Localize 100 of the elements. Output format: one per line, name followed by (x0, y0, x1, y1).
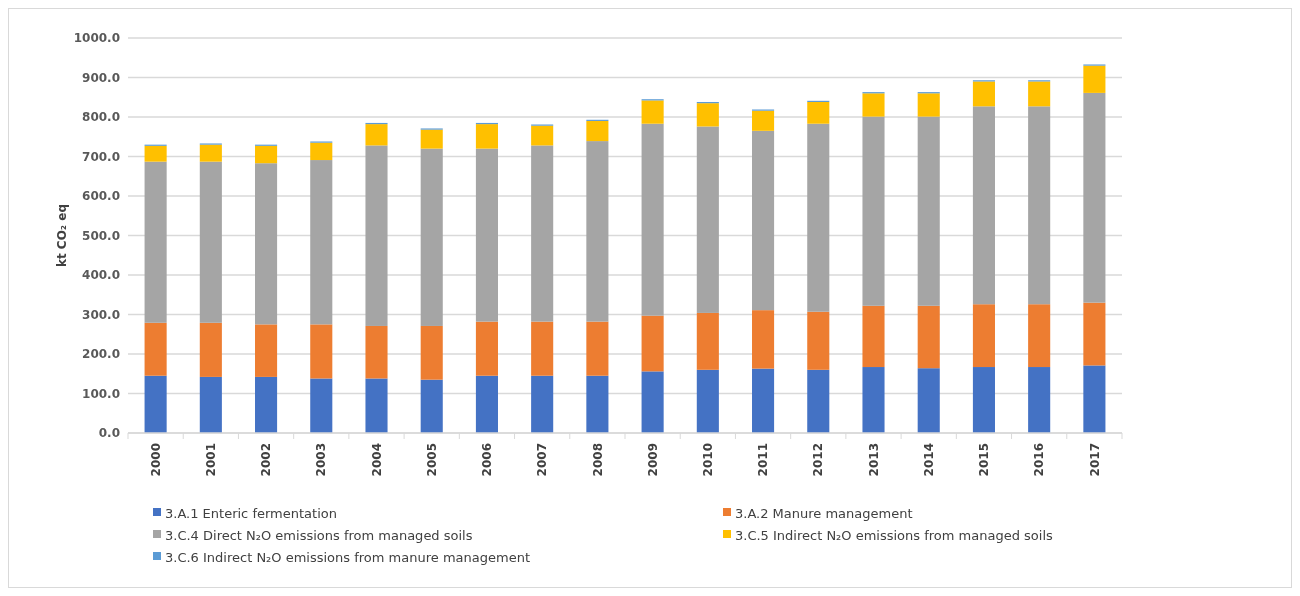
x-tick-label: 2002 (259, 443, 274, 477)
bar (696, 103, 719, 127)
bar (531, 145, 554, 322)
bar (475, 148, 498, 322)
bar (862, 367, 885, 433)
y-tick-label: 600.0 (82, 189, 120, 204)
bar (696, 369, 719, 433)
bar (752, 310, 775, 369)
bar (420, 129, 443, 149)
x-tick-label: 2012 (811, 443, 826, 477)
bar (199, 144, 222, 162)
bar (1083, 65, 1106, 93)
bar (1028, 106, 1051, 305)
x-tick-label: 2010 (701, 443, 716, 477)
bar (475, 375, 498, 433)
bar (365, 145, 388, 326)
bar (917, 116, 940, 306)
bar (641, 315, 664, 372)
bar (807, 123, 830, 312)
legend-label: 3.A.2 Manure management (735, 505, 913, 521)
x-tick-label: 2014 (921, 443, 936, 477)
bar (972, 304, 995, 368)
x-tick-label: 2008 (590, 443, 605, 477)
x-tick-label: 2013 (866, 443, 881, 477)
y-tick-label: 100.0 (82, 386, 120, 401)
bar (807, 311, 830, 370)
x-tick-label: 2004 (369, 443, 384, 477)
bar (144, 145, 167, 162)
bar (144, 322, 167, 376)
bar (531, 125, 554, 146)
bar (255, 376, 278, 433)
bar (1083, 365, 1106, 433)
y-tick-label: 200.0 (82, 347, 120, 362)
y-tick-label: 300.0 (82, 307, 120, 322)
bar (972, 106, 995, 305)
bar (586, 141, 609, 322)
bar (1028, 81, 1051, 107)
legend-label: 3.C.6 Indirect N₂O emissions from manure management (165, 549, 530, 565)
x-tick-label: 2005 (424, 443, 439, 477)
bar (1083, 302, 1106, 366)
bar (365, 124, 388, 146)
bar (807, 101, 830, 124)
bar (255, 163, 278, 325)
y-tick-label: 400.0 (82, 268, 120, 283)
x-tick-label: 2009 (645, 443, 660, 477)
bar (365, 325, 388, 379)
y-tick-label: 900.0 (82, 70, 120, 85)
x-tick-label: 2003 (314, 443, 329, 477)
bar (255, 324, 278, 377)
bar (752, 368, 775, 433)
y-tick-label: 0.0 (98, 426, 120, 441)
legend-label: 3.A.1 Enteric fermentation (165, 505, 337, 521)
bar (310, 142, 333, 161)
y-tick-label: 700.0 (82, 149, 120, 164)
bar (586, 321, 609, 376)
bar (641, 371, 664, 433)
bar (862, 116, 885, 306)
bar (807, 369, 830, 433)
y-tick-label: 800.0 (82, 110, 120, 125)
bar (1028, 367, 1051, 433)
bar (696, 312, 719, 370)
bar (586, 120, 609, 142)
bar (696, 126, 719, 313)
bar (586, 375, 609, 433)
bar (199, 322, 222, 377)
x-tick-label: 2000 (148, 443, 163, 477)
bar (420, 325, 443, 380)
bar (310, 160, 333, 325)
x-tick-label: 2001 (204, 443, 219, 477)
x-tick-label: 2006 (480, 443, 495, 477)
legend-label: 3.C.5 Indirect N₂O emissions from managed soils (735, 527, 1054, 543)
bar (917, 93, 940, 117)
bar (475, 124, 498, 149)
bar (310, 324, 333, 379)
x-tick-label: 2015 (977, 443, 992, 477)
bar (1083, 92, 1106, 303)
bar (972, 367, 995, 433)
x-tick-label: 2011 (756, 443, 771, 477)
bar (972, 81, 995, 107)
bar (420, 379, 443, 433)
bar (917, 305, 940, 369)
bar (862, 93, 885, 117)
bar (365, 378, 388, 433)
bar (199, 161, 222, 323)
y-axis-title: kt CO₂ eq (55, 203, 69, 268)
bar (752, 110, 775, 131)
bar (475, 321, 498, 376)
legend-label: 3.C.4 Direct N₂O emissions from managed soils (165, 527, 473, 543)
bar (199, 376, 222, 433)
bar (144, 375, 167, 433)
bar (917, 368, 940, 433)
x-tick-label: 2017 (1087, 443, 1102, 477)
bar (531, 321, 554, 376)
x-tick-label: 2007 (535, 443, 550, 477)
bar (641, 100, 664, 124)
bar (862, 305, 885, 368)
bar (420, 148, 443, 326)
bar (1028, 304, 1051, 368)
bar (310, 378, 333, 433)
bar (752, 130, 775, 311)
